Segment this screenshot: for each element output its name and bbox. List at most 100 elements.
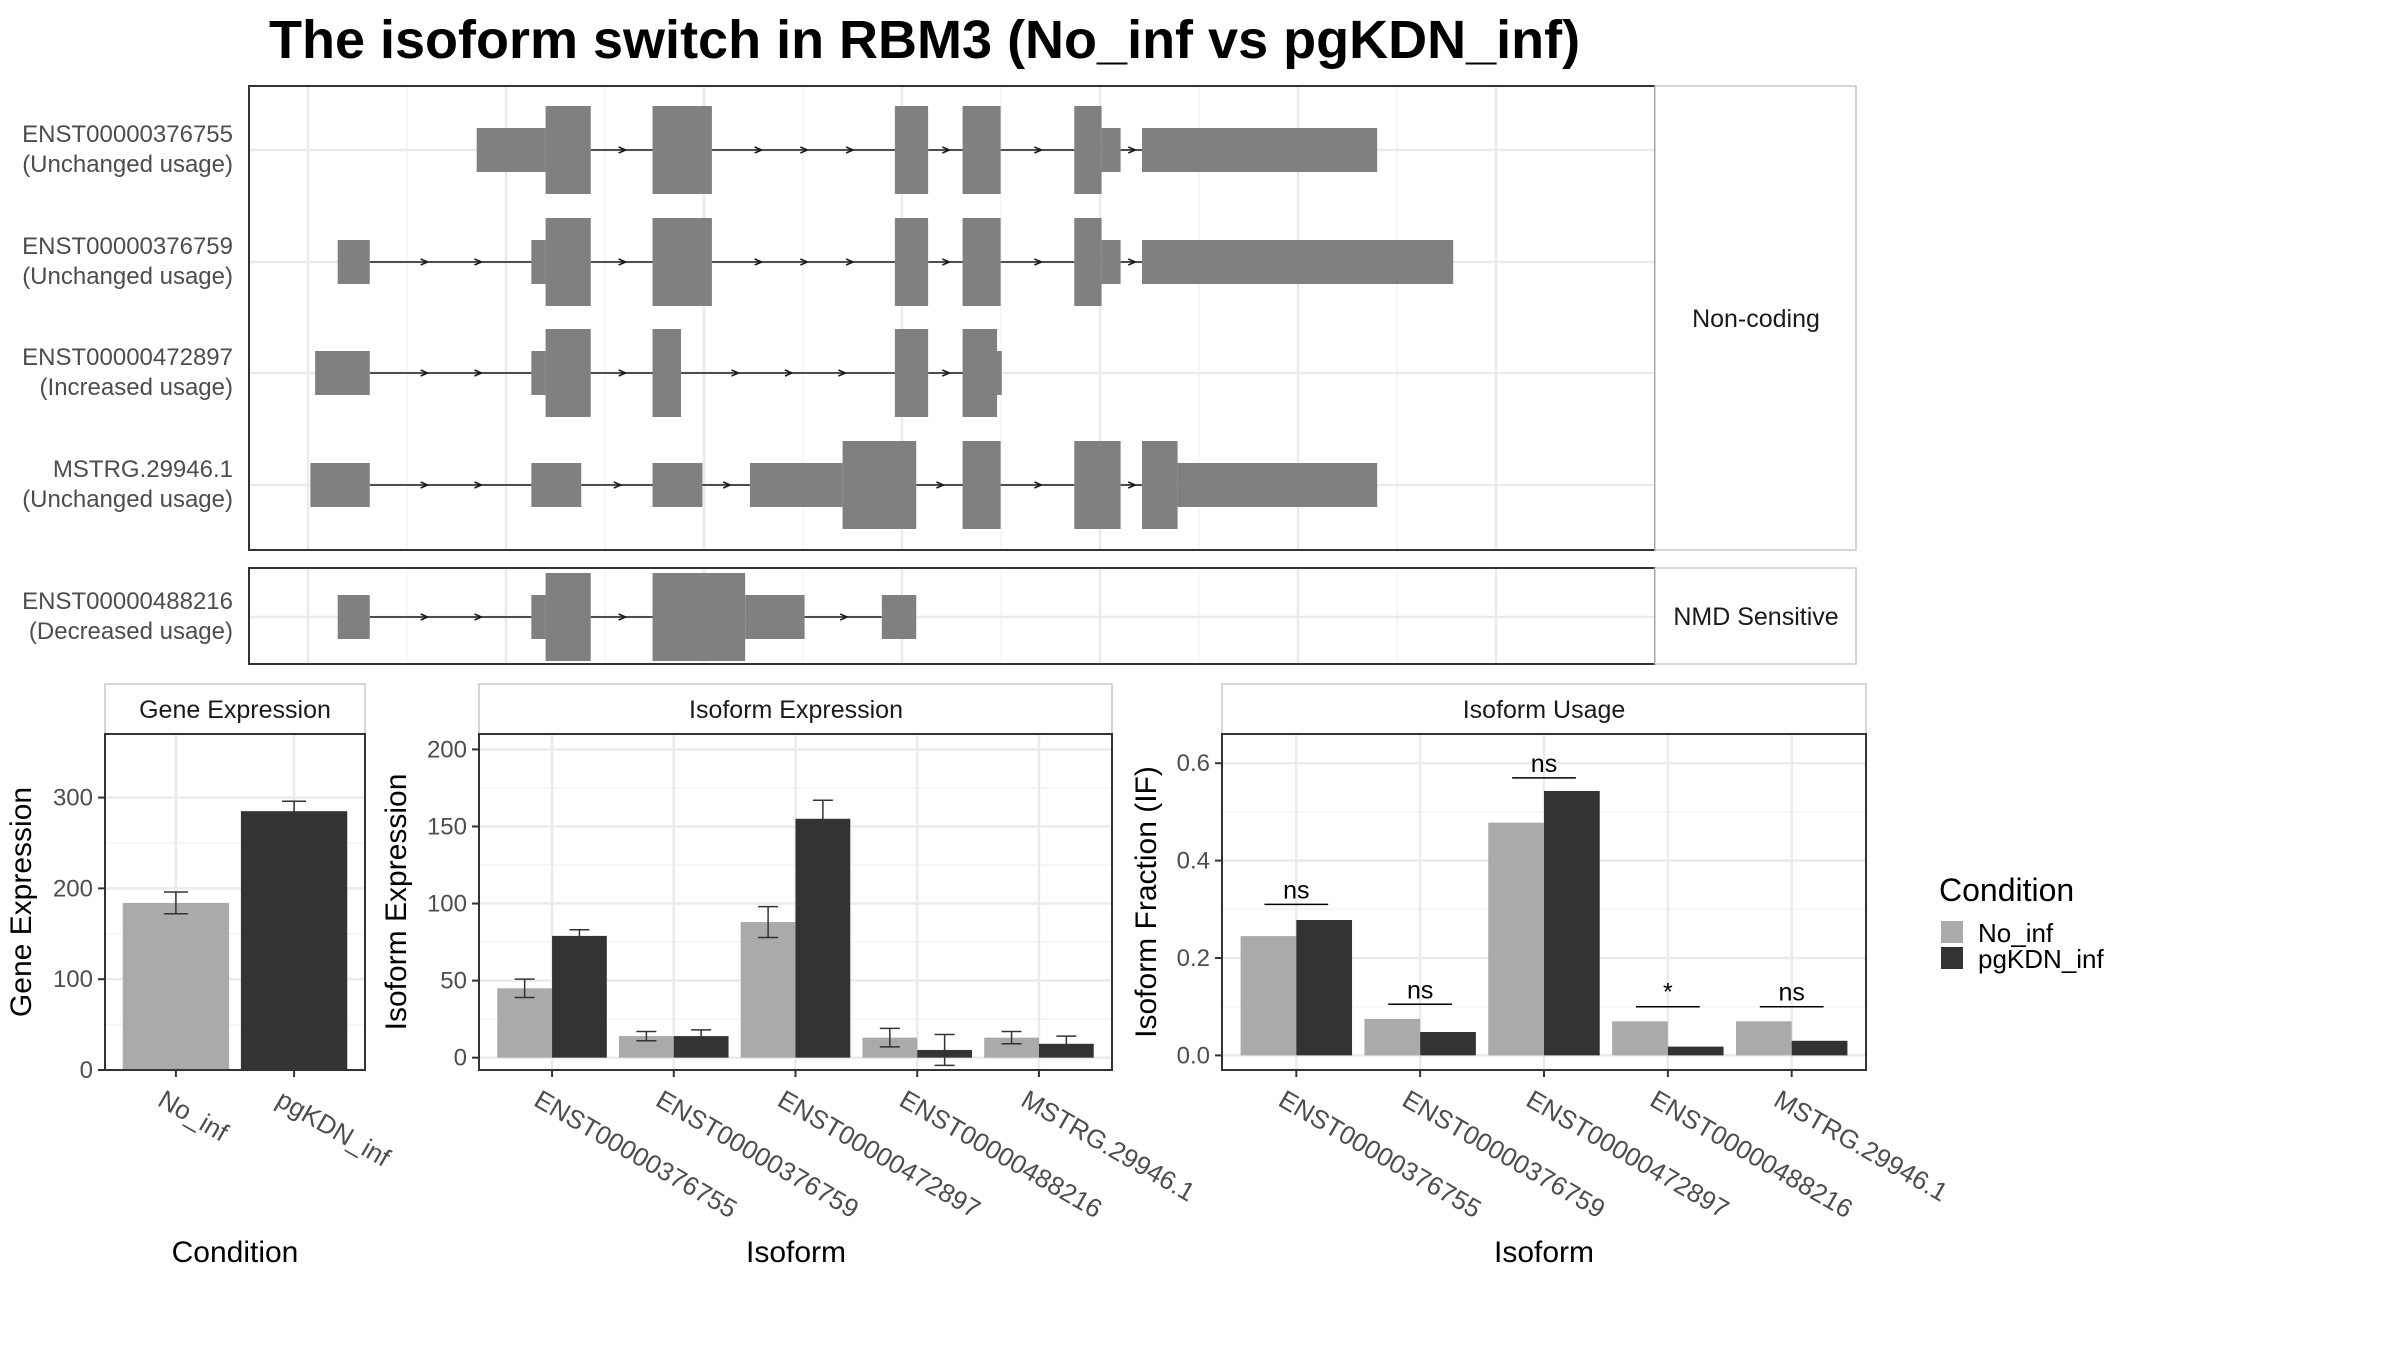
exon-coding — [652, 106, 712, 194]
track-label-id: ENST00000376759 — [22, 233, 233, 260]
exon-coding — [1074, 106, 1102, 194]
intron-direction-arrow — [474, 481, 484, 489]
chart-y-tick-label: 0.6 — [1177, 750, 1210, 777]
exon-coding — [962, 329, 998, 417]
intron-direction-arrow — [1127, 258, 1138, 266]
figure-title: The isoform switch in RBM3 (No_inf vs pg… — [269, 10, 1580, 70]
exon-utr — [1101, 128, 1121, 172]
legend-title: Condition — [1939, 872, 2074, 908]
intron-direction-arrow — [800, 146, 810, 154]
exon-utr — [745, 595, 805, 639]
chart-x-tick-label: ENST00000472897 — [773, 1084, 986, 1224]
exon-utr — [337, 595, 370, 639]
intron-direction-arrow — [845, 258, 856, 266]
chart-y-axis-title: Isoform Fraction (IF) — [1130, 766, 1163, 1038]
track-label-id: ENST00000376755 — [22, 121, 233, 148]
legend-label-no-inf: No_inf — [1978, 918, 2054, 948]
chart-bar — [862, 1037, 918, 1058]
exon-utr — [652, 463, 703, 507]
intron-direction-arrow — [1034, 258, 1044, 266]
legend-swatch-pgkdn-inf — [1941, 947, 1963, 969]
intron-direction-arrow — [1034, 146, 1044, 154]
chart-strip-label: Gene Expression — [139, 696, 331, 724]
chart-y-tick-label: 200 — [53, 875, 93, 902]
exon-coding — [962, 106, 1001, 194]
facet-label-noncoding: Non-coding — [1692, 305, 1820, 333]
exon-utr — [997, 351, 1002, 395]
intron-direction-arrow — [474, 613, 484, 621]
exon-coding — [545, 329, 591, 417]
chart-strip-label: Isoform Expression — [689, 696, 903, 724]
intron-direction-arrow — [618, 258, 628, 266]
chart-y-axis-title: Isoform Expression — [380, 774, 413, 1031]
chart-bar — [497, 988, 553, 1058]
intron-direction-arrow — [800, 258, 810, 266]
chart-panel-border — [104, 733, 366, 1071]
intron-direction-arrow — [613, 481, 623, 489]
chart-y-tick-label: 0.2 — [1177, 945, 1210, 972]
exon-utr — [531, 240, 546, 284]
structure-panel-nmd: NMD Sensitive — [248, 567, 1857, 665]
exon-coding — [962, 441, 1001, 529]
exon-utr — [881, 595, 917, 639]
legend-label-pgkdn-inf: pgKDN_inf — [1978, 944, 2105, 974]
exon-coding — [545, 218, 591, 306]
chart-x-tick-label: ENST00000376755 — [529, 1084, 742, 1224]
facet-strip-nmd — [1654, 567, 1857, 665]
chart-strip — [478, 683, 1113, 735]
intron-direction-arrow — [618, 613, 628, 621]
track-label-id: MSTRG.29946.1 — [53, 456, 233, 483]
chart-bar — [240, 811, 348, 1070]
exon-utr — [1101, 240, 1121, 284]
exon-utr — [337, 240, 370, 284]
intron-direction-arrow — [474, 369, 484, 377]
exon-utr — [531, 595, 546, 639]
chart-bar — [122, 902, 230, 1070]
intron-direction-arrow — [754, 258, 764, 266]
chart-bar — [984, 1037, 1039, 1058]
track-label-usage: (Unchanged usage) — [22, 486, 233, 513]
significance-label: ns — [1283, 876, 1309, 904]
exon-utr — [310, 463, 370, 507]
facet-label-nmd: NMD Sensitive — [1673, 603, 1838, 631]
structure-tracks-nmd — [337, 573, 917, 661]
track-label-usage: (Increased usage) — [40, 374, 233, 401]
chart-panel-border — [478, 733, 1113, 1071]
chart-y-tick-label: 0.4 — [1177, 848, 1210, 875]
chart-plot-area: 0.0 0.2 0.4 0.6 ENST00000376755ENST000003767… — [1177, 734, 1953, 1224]
intron-direction-arrow — [1127, 481, 1138, 489]
track-label-usage: (Decreased usage) — [29, 618, 233, 645]
exon-coding — [545, 573, 591, 661]
exon-coding — [894, 329, 929, 417]
isoform-usage-chart: Isoform Usage 0.0 0.2 0.4 0.6 ENST0000037675… — [1130, 683, 1953, 1269]
chart-bar — [552, 935, 607, 1058]
intron-direction-arrow — [618, 369, 628, 377]
exon-coding — [652, 329, 682, 417]
intron-direction-arrow — [845, 146, 856, 154]
structure-panel-noncoding-bg — [249, 86, 1655, 550]
legend-swatch-no-inf — [1941, 921, 1963, 943]
track-label-id: ENST00000488216 — [22, 588, 233, 615]
intron-direction-arrow — [936, 481, 946, 489]
intron-direction-arrow — [420, 369, 430, 377]
track-label-usage: (Unchanged usage) — [22, 263, 233, 290]
exon-coding — [1141, 441, 1178, 529]
chart-bar — [1791, 1040, 1848, 1056]
intron-direction-arrow — [942, 369, 952, 377]
track-label-usage: (Unchanged usage) — [22, 151, 233, 178]
chart-x-tick-label: ENST00000472897 — [1521, 1084, 1734, 1224]
intron-direction-arrow — [754, 146, 764, 154]
exon-coding — [652, 573, 746, 661]
chart-panel-border — [1221, 733, 1867, 1071]
intron-direction-arrow — [838, 369, 848, 377]
exon-coding — [545, 106, 591, 194]
exon-utr — [531, 463, 582, 507]
chart-y-tick-label: 200 — [427, 736, 467, 763]
chart-bar — [1420, 1032, 1476, 1056]
intron-direction-arrow — [942, 258, 952, 266]
exon-coding — [652, 218, 712, 306]
exon-utr — [1177, 463, 1378, 507]
chart-x-axis-title: Isoform — [746, 1236, 846, 1269]
chart-plot-area: 0 50 100 150 200 ENST00000376755ENST000003767… — [427, 734, 1200, 1224]
